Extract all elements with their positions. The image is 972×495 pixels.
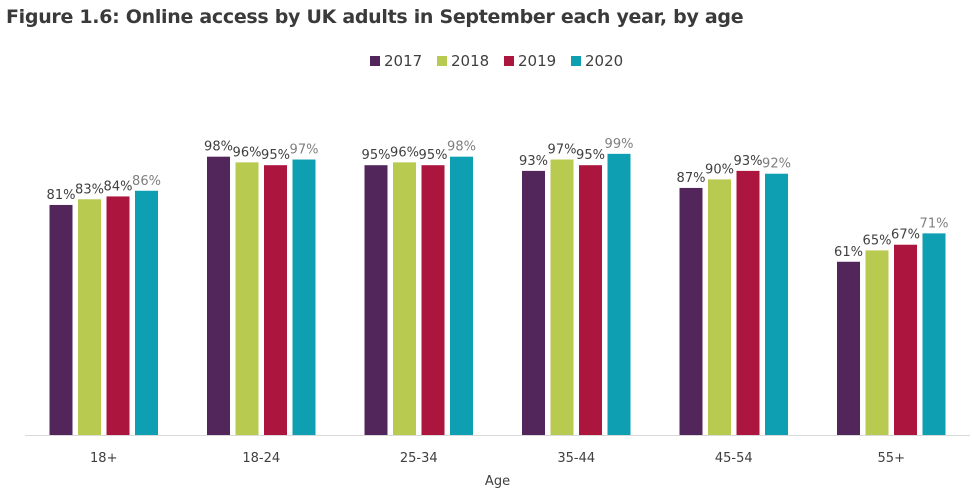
- legend-label-2017: 2017: [384, 52, 422, 70]
- x-tick-label: 18+: [90, 451, 117, 466]
- data-label-2019-55+: 67%: [891, 228, 920, 243]
- data-label-2018-18-24: 96%: [233, 145, 262, 160]
- bar-2017-18+: [49, 204, 73, 435]
- legend-swatch-2018: [437, 56, 447, 66]
- legend-label-2019: 2019: [518, 52, 556, 70]
- data-label-2017-18+: 81%: [47, 188, 76, 203]
- data-label-2018-45-54: 90%: [705, 162, 734, 177]
- x-axis-title: Age: [485, 474, 510, 489]
- bar-2019-45-54: [736, 170, 760, 435]
- x-tick-label: 55+: [878, 451, 905, 466]
- bar-2018-55+: [865, 250, 889, 435]
- data-label-2017-35-44: 93%: [519, 154, 548, 169]
- data-label-2017-25-34: 95%: [362, 148, 391, 163]
- data-label-2017-45-54: 87%: [677, 171, 706, 186]
- bar-2020-35-44: [607, 153, 631, 435]
- data-label-2019-35-44: 95%: [576, 148, 605, 163]
- x-tick-label: 35-44: [557, 451, 595, 466]
- bar-2017-18-24: [207, 156, 230, 435]
- legend-label-2018: 2018: [451, 52, 489, 70]
- x-tick-label: 45-54: [715, 451, 753, 466]
- data-label-2019-25-34: 95%: [419, 148, 448, 163]
- data-label-2020-18+: 86%: [132, 174, 161, 189]
- bar-2017-55+: [837, 261, 860, 435]
- bar-2017-25-34: [364, 165, 388, 435]
- data-label-2019-18+: 84%: [104, 179, 133, 194]
- legend-label-2020: 2020: [585, 52, 623, 70]
- bar-2020-18+: [135, 190, 158, 435]
- data-label-2018-18+: 83%: [75, 182, 104, 197]
- data-label-2020-45-54: 92%: [762, 157, 791, 172]
- data-label-2020-35-44: 99%: [605, 137, 634, 152]
- bar-2020-45-54: [765, 173, 788, 435]
- bar-2018-25-34: [393, 162, 416, 436]
- chart-title: Figure 1.6: Online access by UK adults i…: [6, 6, 744, 28]
- bar-2019-35-44: [579, 165, 602, 435]
- bar-2019-18-24: [264, 165, 287, 435]
- bar-2018-45-54: [708, 179, 731, 435]
- legend-swatch-2017: [370, 56, 380, 66]
- data-label-2020-25-34: 98%: [447, 140, 476, 155]
- data-label-2018-35-44: 97%: [548, 143, 577, 158]
- bar-2017-35-44: [522, 170, 545, 435]
- data-label-2018-25-34: 96%: [390, 145, 419, 160]
- bar-2019-55+: [894, 244, 917, 435]
- data-label-2017-55+: 61%: [834, 245, 863, 260]
- data-label-2019-18-24: 95%: [261, 148, 290, 163]
- legend-swatch-2019: [504, 56, 514, 66]
- legend-swatch-2020: [571, 56, 581, 66]
- data-label-2019-45-54: 93%: [734, 154, 763, 169]
- bar-2018-18+: [78, 199, 101, 435]
- bar-2017-45-54: [679, 187, 703, 435]
- bar-2018-18-24: [235, 162, 259, 436]
- data-label-2017-18-24: 98%: [204, 140, 233, 155]
- data-label-2018-55+: 65%: [863, 233, 892, 248]
- bar-2020-55+: [922, 233, 946, 435]
- bar-2019-25-34: [421, 165, 445, 435]
- data-label-2020-18-24: 97%: [290, 143, 319, 158]
- bar-2020-25-34: [450, 156, 473, 435]
- bar-2019-18+: [106, 196, 130, 435]
- bar-2020-18-24: [292, 159, 316, 435]
- data-label-2020-55+: 71%: [920, 216, 949, 231]
- bar-2018-35-44: [550, 159, 574, 435]
- x-tick-label: 18-24: [242, 451, 280, 466]
- x-tick-label: 25-34: [400, 451, 438, 466]
